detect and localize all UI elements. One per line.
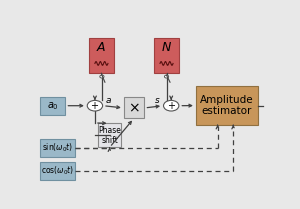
Circle shape <box>100 75 104 78</box>
Circle shape <box>164 100 179 111</box>
Circle shape <box>164 75 169 78</box>
FancyBboxPatch shape <box>40 97 65 115</box>
FancyBboxPatch shape <box>40 139 75 157</box>
Text: $+$: $+$ <box>90 100 99 111</box>
Text: $N$: $N$ <box>161 41 172 54</box>
FancyBboxPatch shape <box>196 86 258 125</box>
FancyBboxPatch shape <box>124 97 145 119</box>
Text: $A$: $A$ <box>96 41 106 54</box>
FancyBboxPatch shape <box>154 38 179 73</box>
Text: $a$: $a$ <box>105 96 112 104</box>
Text: Phase
shift: Phase shift <box>98 126 121 145</box>
Text: $\sin(\omega_0 t)$: $\sin(\omega_0 t)$ <box>42 142 73 154</box>
FancyBboxPatch shape <box>98 123 121 147</box>
FancyBboxPatch shape <box>40 162 75 180</box>
Circle shape <box>87 100 103 111</box>
Text: $a_0$: $a_0$ <box>47 101 58 112</box>
Text: $\cos(\omega_0 t)$: $\cos(\omega_0 t)$ <box>41 164 74 177</box>
Text: Amplitude
estimator: Amplitude estimator <box>200 95 254 116</box>
FancyBboxPatch shape <box>89 38 114 73</box>
Text: $+$: $+$ <box>167 100 176 111</box>
Text: $s$: $s$ <box>154 96 161 104</box>
Text: $\times$: $\times$ <box>128 101 140 115</box>
